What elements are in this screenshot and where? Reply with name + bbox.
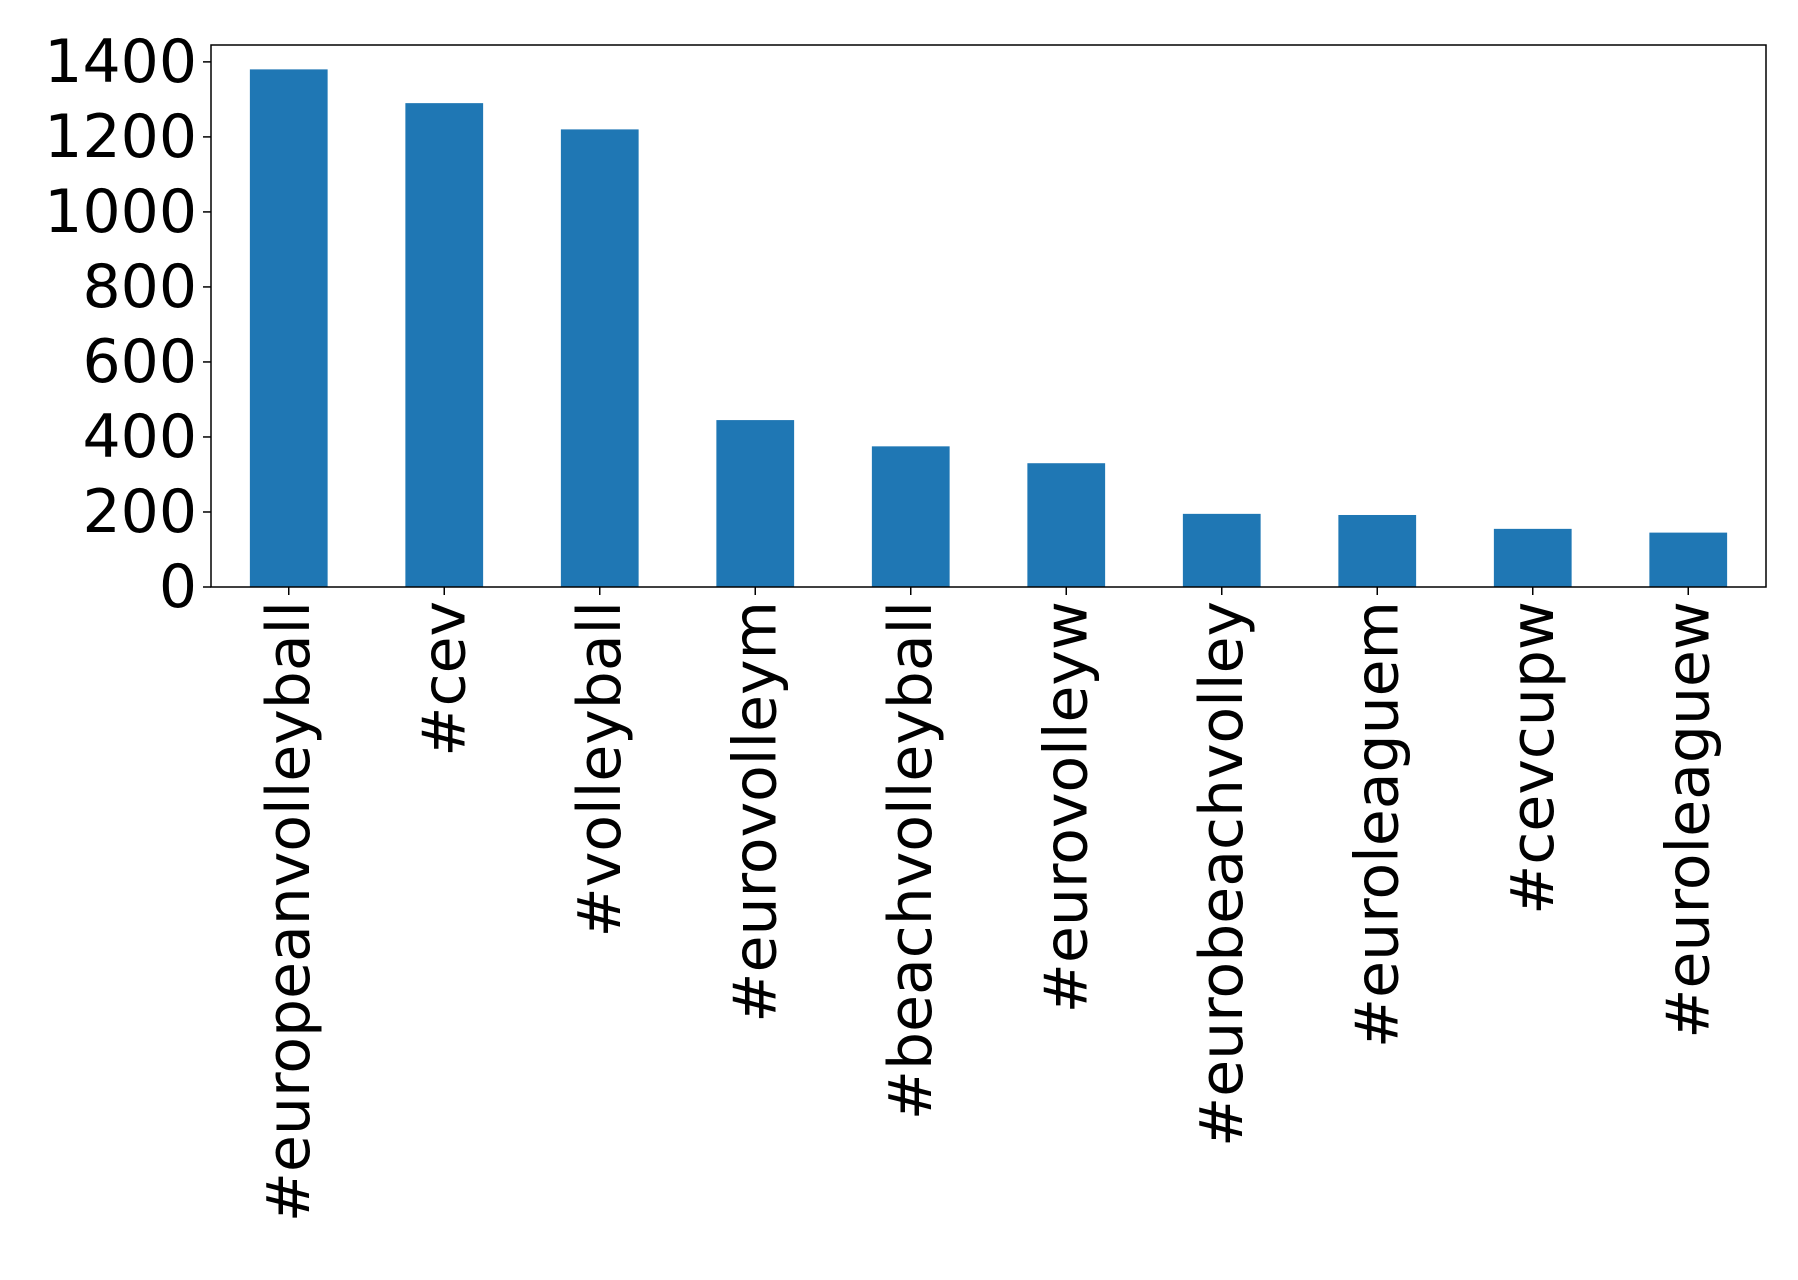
y-tick-label: 1200 [44,102,197,172]
x-tick-label: #europeanvolleyball [254,601,324,1222]
bar [560,129,639,587]
bar [1027,463,1106,587]
x-axis: #europeanvolleyball #cev #volleyball #eurov… [254,587,1723,1222]
y-tick-label: 1000 [44,177,197,247]
plot-frame [210,44,1767,588]
y-tick-label: 200 [82,477,197,547]
bar [249,69,328,588]
y-tick-label: 1400 [44,27,197,97]
y-tick-label: 400 [82,402,197,472]
x-tick-label: #cevcupw [1498,601,1568,915]
x-tick-label: #euroleaguem [1342,601,1412,1048]
bar [1493,528,1572,587]
y-tick-label: 0 [159,552,197,622]
x-tick-label: #eurovolleyw [1031,601,1101,1013]
x-tick-label: #cev [409,601,479,757]
bar [1649,532,1728,587]
bar [1338,514,1417,587]
x-tick-label: #eurovolleym [720,601,790,1023]
bar [871,446,950,587]
bars-group [249,69,1728,588]
x-tick-label: #eurobeachvolley [1187,601,1257,1147]
bar [405,103,484,588]
x-tick-label: #volleyball [565,601,635,937]
y-tick-label: 600 [82,327,197,397]
x-tick-label: #beachvolleyball [876,601,946,1120]
x-tick-label: #euroleaguew [1653,601,1723,1039]
y-tick-label: 800 [82,252,197,322]
bar [1182,513,1261,587]
bar [716,420,795,587]
